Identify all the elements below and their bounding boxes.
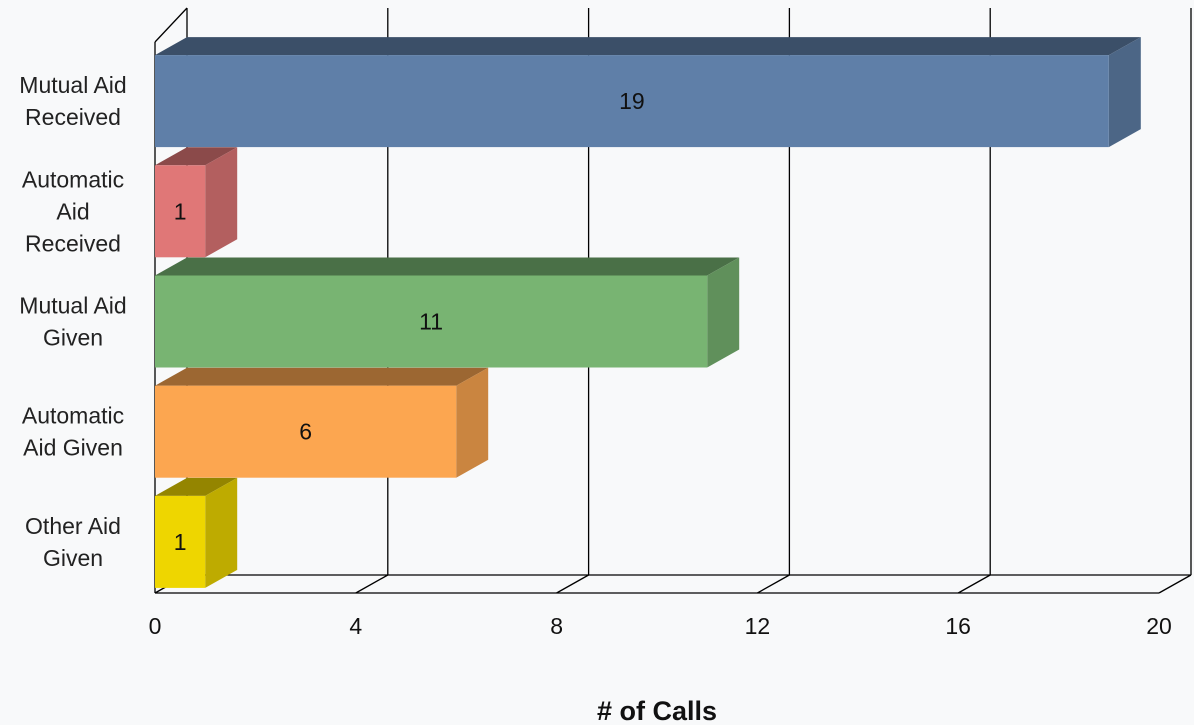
bar xyxy=(155,55,1109,148)
bar-side xyxy=(205,147,238,258)
category-label: Given xyxy=(43,325,103,351)
floor-tick-8 xyxy=(556,574,589,594)
category-label: Automatic xyxy=(22,403,124,429)
bar-layer xyxy=(155,37,1141,588)
x-tick-label: 4 xyxy=(349,613,362,639)
bar xyxy=(155,495,206,588)
category-label: Automatic xyxy=(22,166,124,192)
category-label: Mutual Aid xyxy=(19,293,126,319)
floor-tick-4 xyxy=(355,574,389,594)
category-label: Mutual Aid xyxy=(19,72,126,98)
bar-top xyxy=(155,37,1141,56)
data-label: 11 xyxy=(419,309,443,335)
floor-tick-16 xyxy=(957,574,991,594)
x-axis-title: # of Calls xyxy=(597,696,717,725)
data-label: 6 xyxy=(299,419,312,445)
category-label: Received xyxy=(25,104,121,130)
category-label: Aid Given xyxy=(23,435,123,461)
data-label: 19 xyxy=(619,88,645,114)
category-label: Aid xyxy=(56,198,89,224)
wall-top-edge xyxy=(154,7,188,43)
data-label: 1 xyxy=(174,529,187,555)
category-label: Other Aid xyxy=(25,513,121,539)
bar xyxy=(155,275,708,368)
bar xyxy=(155,165,206,258)
bar-top xyxy=(155,367,489,386)
data-label: 1 xyxy=(174,198,187,224)
floor-tick-20 xyxy=(1158,574,1192,594)
x-tick-label: 8 xyxy=(550,613,563,639)
x-tick-label: 0 xyxy=(149,613,162,639)
bar xyxy=(155,385,457,478)
x-tick-label: 20 xyxy=(1146,613,1172,639)
bar-side xyxy=(707,257,740,368)
bar-side xyxy=(205,477,238,588)
bar-top xyxy=(155,147,238,166)
category-label: Received xyxy=(25,230,121,256)
category-label: Given xyxy=(43,545,103,571)
floor-tick-12 xyxy=(757,574,790,594)
bar-top xyxy=(155,477,238,496)
bar-top xyxy=(155,257,740,276)
bar-side xyxy=(456,367,489,478)
bar-side xyxy=(1108,37,1141,148)
x-tick-label: 16 xyxy=(945,613,971,639)
x-tick-label: 12 xyxy=(745,613,771,639)
